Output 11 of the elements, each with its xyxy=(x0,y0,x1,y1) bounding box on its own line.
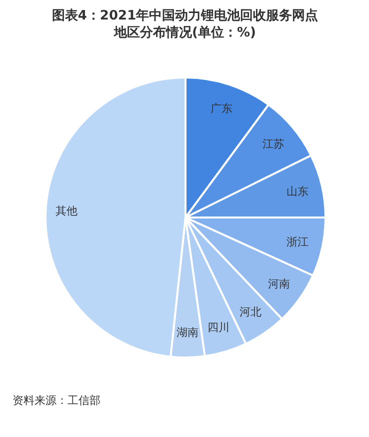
chart-title: 图表4：2021年中国动力锂电池回收服务网点地区分布情况(单位：%) xyxy=(52,8,318,40)
slice-label: 四川 xyxy=(208,320,230,334)
slice-label: 其他 xyxy=(56,204,78,218)
slice-label: 山东 xyxy=(286,184,308,198)
text: 资料来源：工信部 xyxy=(12,394,100,407)
slice-label: 广东 xyxy=(210,102,232,115)
slice-label: 河南 xyxy=(268,278,290,291)
slice-label: 江苏 xyxy=(262,137,284,150)
slice-label: 浙江 xyxy=(286,235,309,248)
slice-label: 河北 xyxy=(240,306,262,319)
slice-label: 湖南 xyxy=(176,326,198,339)
